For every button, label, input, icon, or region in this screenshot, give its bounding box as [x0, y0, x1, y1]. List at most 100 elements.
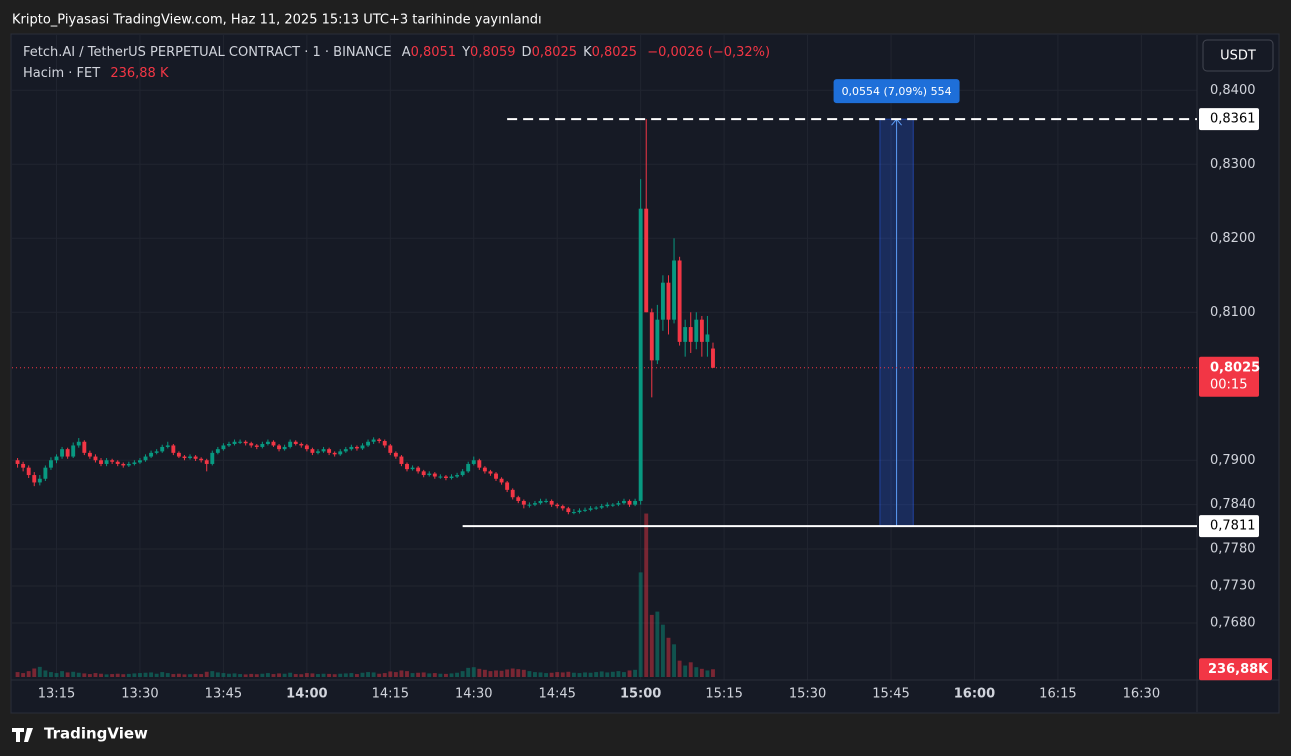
candle-body — [499, 478, 504, 483]
candle-body — [121, 463, 126, 466]
volume-bar — [711, 669, 715, 677]
candle-body — [265, 441, 270, 444]
candle-body — [460, 471, 465, 476]
last-price-box — [1199, 356, 1259, 397]
candle-body — [443, 476, 448, 479]
y-tick-label: 0,8200 — [1210, 231, 1256, 246]
volume-bar — [393, 672, 398, 677]
candle-body — [677, 260, 682, 342]
candle-body — [466, 463, 471, 472]
volume-bar — [316, 674, 320, 677]
y-tick-label: 0,8300 — [1210, 157, 1256, 172]
volume-bar — [477, 668, 482, 677]
candle-body — [560, 506, 565, 509]
candle-body — [65, 449, 70, 457]
volume-bar — [622, 672, 626, 677]
currency: USDT — [1220, 49, 1256, 64]
legend-row: Fetch.AI / TetherUS PERPETUAL CONTRACT ·… — [23, 45, 770, 60]
candle-body — [210, 452, 215, 464]
y-tick-label: 0,7680 — [1210, 616, 1256, 631]
candle-body — [421, 471, 426, 476]
volume-bar — [327, 673, 332, 677]
x-tick-label: 14:30 — [455, 687, 492, 702]
candle-body — [488, 471, 493, 474]
volume-bar — [188, 674, 192, 677]
volume-bar — [427, 673, 432, 677]
y-tick-label: 0,7840 — [1210, 497, 1256, 512]
volume-bar — [683, 665, 688, 677]
volume-bar — [110, 674, 115, 677]
volume-bar — [48, 672, 53, 677]
y-tick-label: 0,7780 — [1210, 542, 1256, 557]
symbol: Fetch.AI / TetherUS PERPETUAL CONTRACT ·… — [23, 45, 392, 60]
candle-body — [21, 463, 26, 468]
candle-body — [299, 443, 304, 446]
x-tick-label: 13:15 — [38, 687, 75, 702]
candle-body — [204, 460, 209, 464]
candle-body — [288, 441, 293, 447]
volume-bar — [455, 672, 460, 677]
candle-body — [533, 503, 537, 505]
volume-label: 236,88K — [1208, 662, 1269, 677]
volume-bar — [449, 673, 454, 677]
candle-body — [510, 489, 515, 498]
volume-bar — [21, 673, 26, 677]
volume-bar — [516, 669, 521, 677]
published-title: Kripto_Piyasasi TradingView.com, Haz 11,… — [12, 13, 542, 28]
volume-bar — [138, 673, 142, 677]
candle-body — [271, 441, 276, 446]
volume-bar — [104, 674, 109, 677]
candle-body — [182, 456, 187, 459]
candle-body — [660, 282, 665, 320]
volume-bar — [321, 673, 326, 677]
volume-bar — [71, 671, 76, 677]
volume-bar — [282, 673, 287, 677]
volume-bar — [494, 670, 498, 677]
candle-body — [310, 449, 315, 453]
volume-bar — [466, 667, 471, 677]
currency-button[interactable] — [1202, 39, 1274, 72]
candle-body — [238, 441, 243, 443]
x-tick-label: 14:15 — [372, 687, 409, 702]
volume-bar — [221, 673, 226, 677]
candle-body — [382, 441, 387, 446]
level-label-box — [1199, 515, 1259, 538]
candle-body — [438, 476, 443, 478]
volume-bar — [605, 672, 610, 677]
candle-body — [176, 452, 181, 457]
volume-bar — [388, 671, 393, 677]
candle-body — [577, 510, 582, 513]
footer-brand: TradingView — [44, 725, 148, 743]
volume-bar — [527, 671, 532, 677]
level-label: 0,8361 — [1210, 112, 1256, 127]
volume-bar — [505, 669, 510, 677]
ohlc-value: 0,8025 — [531, 45, 578, 60]
volume-bar — [627, 670, 632, 677]
volume-bar — [577, 673, 582, 677]
volume-bar — [193, 673, 198, 677]
candle-body — [638, 208, 643, 501]
volume-bar — [171, 674, 176, 677]
candle-body — [699, 319, 704, 342]
candle-body — [316, 451, 320, 453]
candle-body — [82, 441, 87, 453]
candle-body — [555, 504, 560, 507]
candle-body — [321, 449, 326, 452]
chart-panel — [10, 33, 1280, 714]
volume-bar — [694, 667, 699, 677]
volume-bar — [610, 671, 615, 677]
volume-bar — [182, 674, 187, 677]
volume-bar — [510, 668, 515, 677]
x-tick-label: 14:00 — [286, 687, 327, 702]
candle-body — [432, 473, 437, 477]
candle-body — [366, 441, 371, 446]
candle-body — [393, 452, 398, 457]
level-label: 0,7811 — [1210, 519, 1256, 534]
volume-bar — [421, 672, 426, 677]
candle-body — [104, 460, 109, 464]
volume-bar — [443, 673, 448, 677]
candle-body — [477, 460, 482, 468]
candle-body — [616, 503, 621, 505]
candle-body — [627, 500, 632, 505]
candle-body — [588, 508, 593, 510]
